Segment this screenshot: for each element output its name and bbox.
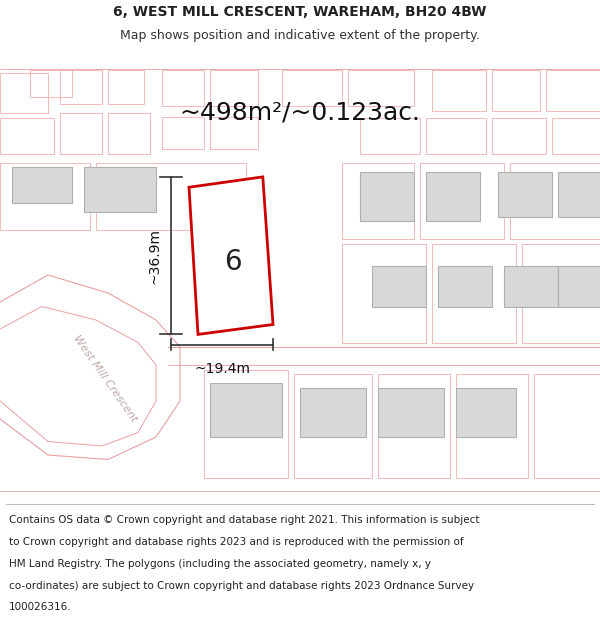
Bar: [210, 383, 282, 437]
Bar: [348, 70, 414, 106]
Text: 6: 6: [224, 248, 242, 276]
Bar: [210, 118, 258, 149]
Text: 6, WEST MILL CRESCENT, WAREHAM, BH20 4BW: 6, WEST MILL CRESCENT, WAREHAM, BH20 4BW: [113, 6, 487, 19]
Text: co-ordinates) are subject to Crown copyright and database rights 2023 Ordnance S: co-ordinates) are subject to Crown copyr…: [9, 581, 474, 591]
Bar: [342, 162, 414, 239]
Bar: [552, 118, 600, 154]
Text: HM Land Registry. The polygons (including the associated geometry, namely x, y: HM Land Registry. The polygons (includin…: [9, 559, 431, 569]
Bar: [504, 266, 558, 306]
Bar: [420, 162, 504, 239]
Bar: [60, 113, 102, 154]
Bar: [202, 203, 253, 246]
Bar: [432, 70, 486, 111]
Bar: [342, 244, 426, 342]
Bar: [84, 167, 156, 212]
Bar: [546, 70, 600, 111]
Bar: [498, 171, 552, 216]
Bar: [300, 388, 366, 437]
Bar: [360, 118, 420, 154]
Bar: [372, 266, 426, 306]
Bar: [12, 167, 72, 203]
Bar: [456, 388, 516, 437]
Bar: [492, 118, 546, 154]
Bar: [0, 118, 54, 154]
Bar: [492, 70, 540, 111]
Polygon shape: [189, 177, 273, 334]
Bar: [282, 70, 342, 106]
Bar: [432, 244, 516, 342]
Text: to Crown copyright and database rights 2023 and is reproduced with the permissio: to Crown copyright and database rights 2…: [9, 537, 464, 547]
Bar: [162, 118, 204, 149]
Bar: [162, 70, 204, 106]
Bar: [378, 374, 450, 478]
Bar: [438, 266, 492, 306]
Bar: [534, 374, 600, 478]
Bar: [30, 70, 72, 98]
Text: West Mill Crescent: West Mill Crescent: [71, 333, 139, 424]
Bar: [60, 70, 102, 104]
Bar: [522, 244, 600, 342]
Bar: [510, 162, 600, 239]
Bar: [210, 70, 258, 106]
Bar: [96, 162, 246, 230]
Bar: [360, 171, 414, 221]
Text: ~498m²/~0.123ac.: ~498m²/~0.123ac.: [179, 101, 421, 125]
Bar: [0, 72, 48, 113]
Bar: [426, 118, 486, 154]
Text: ~19.4m: ~19.4m: [194, 362, 250, 376]
Bar: [456, 374, 528, 478]
Text: ~36.9m: ~36.9m: [147, 228, 161, 284]
Text: Map shows position and indicative extent of the property.: Map shows position and indicative extent…: [120, 29, 480, 42]
Bar: [558, 266, 600, 306]
Text: 100026316.: 100026316.: [9, 602, 71, 612]
Bar: [108, 70, 144, 104]
Text: Contains OS data © Crown copyright and database right 2021. This information is : Contains OS data © Crown copyright and d…: [9, 515, 479, 525]
Bar: [294, 374, 372, 478]
Bar: [558, 171, 600, 216]
Bar: [108, 113, 150, 154]
Bar: [378, 388, 444, 437]
Bar: [0, 162, 90, 230]
Bar: [204, 369, 288, 478]
Bar: [426, 171, 480, 221]
